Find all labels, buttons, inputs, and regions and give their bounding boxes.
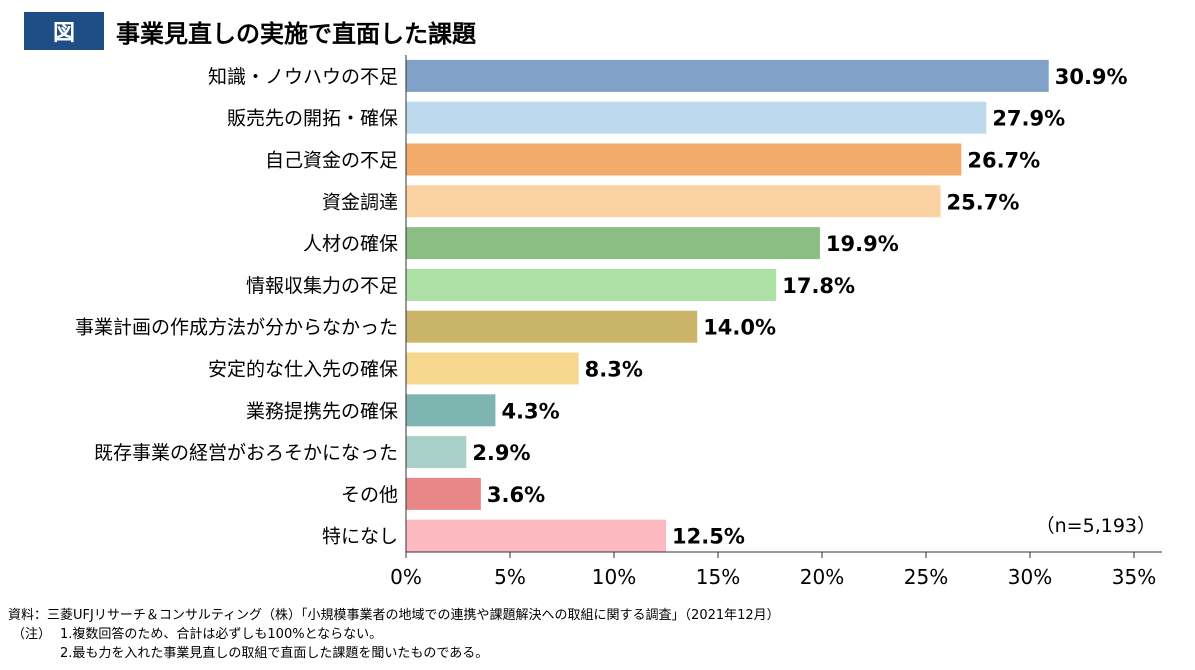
chart-header: 図 事業見直しの実施で直面した課題: [24, 12, 476, 50]
category-label: 人材の確保: [303, 233, 398, 255]
bar: [406, 519, 666, 552]
bar: [406, 268, 777, 301]
footer: 資料：三菱UFJリサーチ＆コンサルティング（株）「小規模事業者の地域での連携や課…: [8, 606, 780, 663]
category-label: 特になし: [322, 526, 398, 548]
x-tick-label: 20%: [800, 565, 844, 589]
category-label: 自己資金の不足: [265, 150, 398, 172]
category-label: 資金調達: [322, 191, 398, 213]
note-2: 2.最も力を入れた事業見直しの取組で直面した課題を聞いたものである。: [60, 646, 489, 661]
bar: [406, 352, 579, 385]
data-label: 30.9%: [1055, 65, 1128, 89]
x-tick-label: 5%: [494, 565, 526, 589]
bar-chart: 知識・ノウハウの不足 30.9% 販売先の開拓・確保 27.9% 自己資金の不足 26.7…: [75, 55, 1162, 589]
note-line-2: 2.最も力を入れた事業見直しの取組で直面した課題を聞いたものである。: [8, 644, 780, 663]
note-label: （注）: [12, 627, 52, 642]
category-label: 販売先の開拓・確保: [227, 108, 398, 130]
category-label: その他: [341, 484, 398, 506]
note-line-1: （注） 1.複数回答のため、合計は必ずしも100%とならない。: [8, 625, 780, 644]
bar: [406, 310, 698, 343]
x-tick-label: 10%: [592, 565, 636, 589]
source-text: 資料：三菱UFJリサーチ＆コンサルティング（株）「小規模事業者の地域での連携や課…: [8, 608, 780, 623]
category-label: 知識・ノウハウの不足: [208, 66, 398, 88]
bar: [406, 185, 941, 218]
bar: [406, 394, 496, 427]
category-label: 業務提携先の確保: [246, 400, 398, 422]
bar: [406, 101, 987, 134]
data-label: 25.7%: [947, 190, 1020, 214]
data-label: 19.9%: [826, 232, 899, 256]
x-tick-label: 15%: [696, 565, 740, 589]
category-label: 安定的な仕入先の確保: [208, 359, 398, 381]
category-label: 情報収集力の不足: [246, 275, 398, 297]
category-label: 事業計画の作成方法が分からなかった: [75, 317, 398, 339]
data-label: 17.8%: [782, 274, 855, 298]
data-label: 3.6%: [487, 483, 545, 507]
bar: [406, 477, 481, 510]
chart-title: 事業見直しの実施で直面した課題: [116, 19, 476, 48]
data-label: 8.3%: [585, 358, 643, 382]
data-label: 2.9%: [472, 441, 530, 465]
bar: [406, 143, 962, 176]
x-tick-label: 30%: [1008, 565, 1052, 589]
data-label: 4.3%: [501, 399, 559, 423]
x-tick-label: 25%: [904, 565, 948, 589]
category-label: 既存事業の経営がおろそかになった: [94, 442, 398, 464]
x-tick-label: 0%: [390, 565, 422, 589]
figure-badge: 図: [24, 12, 104, 50]
note-1: 1.複数回答のため、合計は必ずしも100%とならない。: [60, 627, 383, 642]
data-label: 26.7%: [967, 149, 1040, 173]
sample-size-annotation: （n=5,193）: [1036, 515, 1156, 537]
x-tick-label: 35%: [1112, 565, 1156, 589]
bar: [406, 59, 1049, 92]
data-label: 27.9%: [992, 107, 1065, 131]
data-label: 14.0%: [703, 316, 776, 340]
bar: [406, 227, 820, 260]
data-label: 12.5%: [672, 525, 745, 549]
bar: [406, 436, 467, 469]
